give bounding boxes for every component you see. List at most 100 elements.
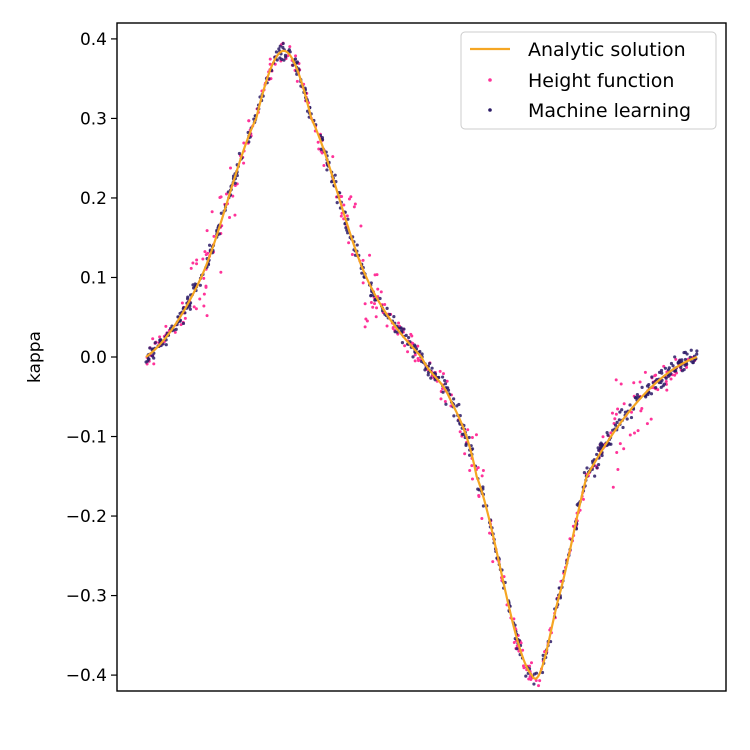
- height-function-point: [361, 281, 365, 285]
- machine-learning-point: [593, 474, 597, 478]
- height-function-point: [173, 330, 177, 334]
- height-function-point: [463, 452, 467, 456]
- height-function-point: [610, 411, 614, 415]
- height-function-point: [379, 290, 383, 294]
- height-function-point: [611, 485, 615, 489]
- machine-learning-point: [344, 226, 348, 230]
- height-function-point: [474, 433, 478, 437]
- machine-learning-point: [669, 361, 674, 366]
- legend-entry-label: Height function: [528, 70, 674, 92]
- height-function-point: [363, 302, 367, 306]
- machine-learning-point: [281, 41, 285, 46]
- machine-learning-point: [411, 355, 415, 359]
- height-function-point: [151, 337, 155, 341]
- machine-learning-point: [620, 408, 624, 412]
- machine-learning-point: [440, 375, 445, 379]
- height-function-point: [210, 210, 214, 214]
- machine-learning-point: [679, 365, 683, 370]
- machine-learning-point: [400, 341, 405, 345]
- height-function-point: [373, 273, 377, 277]
- machine-learning-point: [689, 348, 693, 352]
- height-function-point: [322, 164, 326, 168]
- machine-learning-point: [333, 173, 337, 177]
- height-function-point: [374, 315, 378, 319]
- height-function-point: [664, 379, 668, 383]
- machine-learning-point: [673, 355, 677, 359]
- height-function-point: [639, 409, 643, 413]
- height-function-point: [441, 372, 445, 376]
- height-function-point: [202, 304, 206, 308]
- machine-learning-point: [278, 44, 282, 48]
- legend-entry-label: Machine learning: [528, 100, 691, 122]
- machine-learning-point: [148, 346, 152, 350]
- machine-learning-point: [682, 350, 686, 355]
- machine-learning-point: [369, 293, 373, 297]
- height-function-point: [228, 166, 232, 170]
- height-function-point: [369, 301, 373, 305]
- machine-learning-point: [667, 366, 671, 370]
- machine-learning-point: [355, 243, 359, 247]
- machine-learning-point: [288, 50, 292, 54]
- machine-learning-point: [407, 335, 411, 340]
- height-function-point: [470, 436, 474, 440]
- height-function-point: [224, 192, 228, 196]
- height-function-point: [476, 466, 480, 470]
- machine-learning-point: [467, 435, 471, 440]
- machine-learning-point: [293, 57, 298, 61]
- height-function-point: [470, 477, 474, 481]
- height-function-point: [294, 54, 298, 58]
- legend-box: [460, 31, 717, 130]
- legend-dot-swatch: [488, 78, 492, 82]
- y-tick-label: −0.4: [66, 666, 107, 686]
- height-function-point: [179, 323, 183, 327]
- machine-learning-point: [673, 369, 677, 373]
- analytic-solution-line: [145, 49, 698, 680]
- height-function-point: [192, 305, 196, 309]
- height-function-point: [339, 214, 343, 218]
- y-tick-label: 0.1: [80, 268, 107, 288]
- machine-learning-point: [606, 433, 610, 437]
- plot-area: [144, 41, 699, 688]
- machine-learning-point: [460, 432, 464, 436]
- height-function-point: [406, 350, 410, 354]
- legend-entry-label: Analytic solution: [528, 39, 686, 61]
- height-function-point: [470, 464, 474, 468]
- machine-learning-point: [282, 58, 286, 62]
- height-function-point: [331, 155, 335, 159]
- y-tick-label: 0.4: [80, 30, 107, 50]
- machine-learning-point: [464, 442, 468, 446]
- height-function-point: [443, 400, 447, 404]
- height-function-point: [363, 325, 367, 329]
- height-function-point: [383, 303, 387, 307]
- machine-learning-point: [691, 360, 695, 365]
- height-function-point: [622, 447, 626, 451]
- legend-dot-swatch: [488, 108, 492, 112]
- machine-learning-point: [345, 228, 349, 232]
- machine-learning-point: [198, 283, 202, 287]
- machine-learning-point: [532, 682, 536, 686]
- height-function-point: [219, 270, 223, 274]
- machine-learning-point: [346, 217, 350, 221]
- height-function-point: [528, 664, 532, 668]
- height-function-point: [233, 213, 237, 217]
- height-function-point: [205, 229, 209, 233]
- height-function-point: [204, 253, 208, 257]
- machine-learning-point: [650, 375, 654, 379]
- machine-learning-point: [429, 376, 433, 380]
- machine-learning-point: [174, 327, 178, 331]
- height-function-point: [609, 431, 613, 435]
- machine-learning-point: [595, 466, 599, 470]
- machine-learning-point: [186, 295, 190, 299]
- height-function-point: [295, 79, 299, 83]
- machine-learning-point: [685, 352, 689, 356]
- machine-learning-point: [617, 418, 621, 422]
- y-axis-label: kappa: [25, 331, 45, 383]
- height-function-point: [480, 474, 484, 478]
- y-tick-label: −0.2: [66, 507, 107, 527]
- machine-learning-point: [470, 447, 475, 451]
- height-function-point: [195, 258, 199, 262]
- height-function-point: [205, 314, 209, 318]
- height-function-point: [268, 57, 272, 61]
- machine-learning-point: [320, 138, 325, 142]
